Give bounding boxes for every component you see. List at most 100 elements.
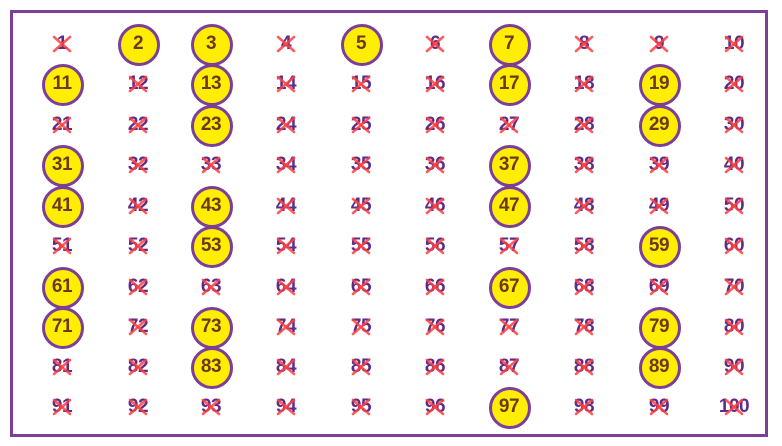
crossed-number-cell: 28 — [562, 105, 606, 145]
number-label: 73 — [200, 316, 222, 337]
crossed-number-cell: 62 — [116, 267, 160, 307]
crossed-number-cell: 63 — [189, 267, 233, 307]
prime-number-cell: 23 — [189, 105, 233, 147]
crossed-number-cell: 22 — [116, 105, 160, 145]
crossed-number-cell: 70 — [712, 267, 756, 307]
cross-out-icon — [128, 237, 148, 255]
prime-circle — [639, 347, 681, 389]
number-label: 11 — [52, 73, 72, 94]
prime-number-cell: 7 — [487, 24, 531, 66]
cross-out-icon — [425, 75, 445, 93]
crossed-number-cell: 60 — [712, 226, 756, 266]
cross-out-icon — [128, 358, 148, 376]
crossed-number-cell: 58 — [562, 226, 606, 266]
prime-circle — [191, 226, 233, 268]
cross-out-icon — [425, 318, 445, 336]
cross-out-icon — [724, 197, 744, 215]
crossed-number-cell: 39 — [637, 145, 681, 185]
crossed-number-cell: 56 — [413, 226, 457, 266]
cross-out-icon — [128, 116, 148, 134]
prime-circle — [42, 64, 84, 106]
cross-out-icon — [128, 278, 148, 296]
crossed-number-cell: 80 — [712, 307, 756, 347]
prime-number-cell: 47 — [487, 186, 531, 228]
cross-out-icon — [201, 398, 221, 416]
cross-out-icon — [276, 197, 296, 215]
cross-out-icon — [724, 318, 744, 336]
prime-circle — [42, 145, 84, 187]
crossed-number-cell: 24 — [264, 105, 308, 145]
prime-number-cell: 2 — [116, 24, 160, 66]
crossed-number-cell: 98 — [562, 387, 606, 427]
number-label: 17 — [498, 73, 520, 94]
cross-out-icon — [351, 156, 371, 174]
prime-number-cell: 83 — [189, 347, 233, 389]
crossed-number-cell: 82 — [116, 347, 160, 387]
number-label: 5 — [355, 33, 367, 54]
crossed-number-cell: 51 — [40, 226, 84, 266]
prime-circle — [489, 267, 531, 309]
cross-out-icon — [499, 116, 519, 134]
cross-out-icon — [128, 75, 148, 93]
prime-circle — [639, 226, 681, 268]
cross-out-icon — [425, 156, 445, 174]
number-label: 61 — [51, 276, 73, 297]
crossed-number-cell: 54 — [264, 226, 308, 266]
crossed-number-cell: 92 — [116, 387, 160, 427]
number-label: 53 — [200, 235, 222, 256]
cross-out-icon — [649, 197, 669, 215]
cross-out-icon — [724, 398, 744, 416]
cross-out-icon — [276, 358, 296, 376]
prime-circle — [489, 387, 531, 429]
prime-number-cell: 13 — [189, 64, 233, 106]
cross-out-icon — [425, 197, 445, 215]
prime-circle — [341, 24, 383, 66]
crossed-number-cell: 26 — [413, 105, 457, 145]
prime-number-cell: 3 — [189, 24, 233, 66]
number-label: 3 — [205, 33, 217, 54]
cross-out-icon — [276, 278, 296, 296]
cross-out-icon — [724, 75, 744, 93]
crossed-number-cell: 10 — [712, 24, 756, 64]
number-label: 89 — [648, 356, 670, 377]
prime-number-cell: 89 — [637, 347, 681, 389]
crossed-number-cell: 18 — [562, 64, 606, 104]
crossed-number-cell: 1 — [40, 24, 84, 64]
number-label: 2 — [132, 33, 144, 54]
cross-out-icon — [52, 237, 72, 255]
number-label: 23 — [200, 114, 222, 135]
prime-number-cell: 37 — [487, 145, 531, 187]
number-label: 79 — [648, 316, 670, 337]
cross-out-icon — [649, 35, 669, 53]
cross-out-icon — [649, 398, 669, 416]
prime-number-cell: 19 — [637, 64, 681, 106]
prime-number-cell: 61 — [40, 267, 84, 309]
crossed-number-cell: 25 — [339, 105, 383, 145]
cross-out-icon — [52, 35, 72, 53]
cross-out-icon — [574, 237, 594, 255]
crossed-number-cell: 100 — [712, 387, 756, 427]
cross-out-icon — [201, 156, 221, 174]
crossed-number-cell: 52 — [116, 226, 160, 266]
cross-out-icon — [425, 398, 445, 416]
prime-number-cell: 73 — [189, 307, 233, 349]
cross-out-icon — [724, 116, 744, 134]
cross-out-icon — [724, 156, 744, 174]
prime-circle — [639, 105, 681, 147]
crossed-number-cell: 30 — [712, 105, 756, 145]
cross-out-icon — [351, 197, 371, 215]
prime-circle — [42, 307, 84, 349]
crossed-number-cell: 16 — [413, 64, 457, 104]
crossed-number-cell: 85 — [339, 347, 383, 387]
cross-out-icon — [574, 318, 594, 336]
cross-out-icon — [276, 75, 296, 93]
number-label: 47 — [498, 195, 520, 216]
prime-circle — [191, 105, 233, 147]
cross-out-icon — [276, 156, 296, 174]
crossed-number-cell: 81 — [40, 347, 84, 387]
number-label: 83 — [200, 356, 222, 377]
crossed-number-cell: 38 — [562, 145, 606, 185]
cross-out-icon — [276, 318, 296, 336]
cross-out-icon — [425, 116, 445, 134]
cross-out-icon — [574, 35, 594, 53]
